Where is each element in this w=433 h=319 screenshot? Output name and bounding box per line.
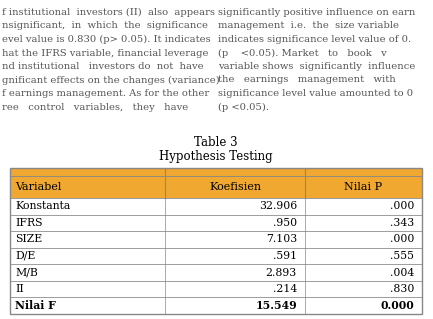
Text: 0.000: 0.000 [380, 300, 414, 311]
Bar [10, 248, 422, 264]
Bar [10, 168, 422, 176]
Text: 32.906: 32.906 [259, 201, 297, 211]
Bar [10, 231, 422, 248]
Text: ree   control   variables,   they   have: ree control variables, they have [2, 102, 188, 112]
Text: 15.549: 15.549 [255, 300, 297, 311]
Bar [10, 215, 422, 231]
Text: gnificant effects on the changes (variance): gnificant effects on the changes (varian… [2, 76, 220, 85]
Text: 2.893: 2.893 [266, 268, 297, 278]
Bar [10, 281, 422, 297]
Text: f institutional  investors (II)  also  appears: f institutional investors (II) also appe… [2, 8, 215, 17]
Text: (p    <0.05). Market   to   book   v: (p <0.05). Market to book v [218, 48, 387, 58]
Text: IFRS: IFRS [15, 218, 42, 228]
Bar [10, 198, 422, 215]
Text: evel value is 0.830 (p> 0.05). It indicates: evel value is 0.830 (p> 0.05). It indica… [2, 35, 210, 44]
Text: .004: .004 [390, 268, 414, 278]
Text: Nilai F: Nilai F [15, 300, 56, 311]
Text: Table 3: Table 3 [194, 136, 238, 149]
Text: SIZE: SIZE [15, 234, 42, 244]
Text: .343: .343 [390, 218, 414, 228]
Text: significance level value amounted to 0: significance level value amounted to 0 [218, 89, 413, 98]
Text: Hypothesis Testing: Hypothesis Testing [159, 150, 273, 163]
Text: D/E: D/E [15, 251, 36, 261]
Text: Konstanta: Konstanta [15, 201, 70, 211]
Text: variable shows  significantly  influence: variable shows significantly influence [218, 62, 415, 71]
Text: Variabel: Variabel [15, 182, 61, 192]
Bar [10, 297, 422, 314]
Text: f earnings management. As for the other: f earnings management. As for the other [2, 89, 209, 98]
Text: 7.103: 7.103 [266, 234, 297, 244]
Text: .214: .214 [273, 284, 297, 294]
Bar [10, 176, 422, 198]
Text: .000: .000 [390, 234, 414, 244]
Text: M/B: M/B [15, 268, 38, 278]
Text: .555: .555 [390, 251, 414, 261]
Text: .000: .000 [390, 201, 414, 211]
Text: nd institutional   investors do  not  have: nd institutional investors do not have [2, 62, 204, 71]
Text: .950: .950 [273, 218, 297, 228]
Text: Nilai P: Nilai P [344, 182, 383, 192]
Text: the   earnings   management   with: the earnings management with [218, 76, 396, 85]
Text: .591: .591 [273, 251, 297, 261]
Text: (p <0.05).: (p <0.05). [218, 102, 269, 112]
Text: nsignificant,  in  which  the  significance: nsignificant, in which the significance [2, 21, 208, 31]
Text: .830: .830 [390, 284, 414, 294]
Text: hat the IFRS variable, financial leverage: hat the IFRS variable, financial leverag… [2, 48, 209, 57]
Bar [10, 264, 422, 281]
Text: management  i.e.  the  size variable: management i.e. the size variable [218, 21, 399, 31]
Text: II: II [15, 284, 24, 294]
Text: indicates significance level value of 0.: indicates significance level value of 0. [218, 35, 411, 44]
Text: significantly positive influence on earn: significantly positive influence on earn [218, 8, 415, 17]
Bar [10, 168, 422, 314]
Text: Koefisien: Koefisien [209, 182, 261, 192]
